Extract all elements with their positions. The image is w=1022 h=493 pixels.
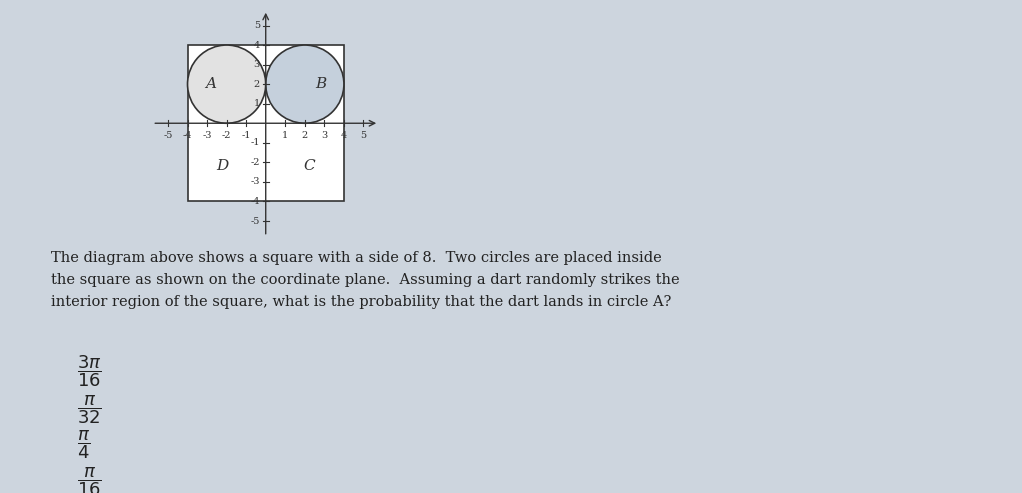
- Text: -5: -5: [164, 131, 173, 140]
- Text: 2: 2: [253, 80, 260, 89]
- Text: -4: -4: [183, 131, 192, 140]
- Text: $\dfrac{π}{16}$: $\dfrac{π}{16}$: [77, 465, 101, 493]
- Text: -3: -3: [202, 131, 212, 140]
- Text: -4: -4: [250, 197, 260, 206]
- Text: D: D: [217, 159, 229, 173]
- Text: B: B: [315, 77, 326, 91]
- Text: 3: 3: [321, 131, 327, 140]
- Text: $\dfrac{π}{32}$: $\dfrac{π}{32}$: [77, 394, 101, 426]
- Bar: [187, 45, 344, 202]
- Text: -2: -2: [222, 131, 231, 140]
- Text: -1: -1: [250, 139, 260, 147]
- Text: 1: 1: [282, 131, 288, 140]
- Text: -5: -5: [250, 216, 260, 225]
- Text: 3: 3: [253, 60, 260, 69]
- Circle shape: [187, 45, 266, 123]
- Text: -1: -1: [241, 131, 251, 140]
- Text: $\dfrac{π}{4}$: $\dfrac{π}{4}$: [77, 428, 90, 461]
- Text: $\dfrac{3π}{16}$: $\dfrac{3π}{16}$: [77, 353, 101, 389]
- Text: 1: 1: [253, 99, 260, 108]
- Text: 5: 5: [361, 131, 367, 140]
- Text: 4: 4: [253, 40, 260, 50]
- Text: A: A: [205, 77, 217, 91]
- Text: -2: -2: [250, 158, 260, 167]
- Circle shape: [266, 45, 344, 123]
- Text: 2: 2: [301, 131, 308, 140]
- Text: 4: 4: [340, 131, 347, 140]
- Text: 5: 5: [253, 21, 260, 30]
- Text: -3: -3: [250, 177, 260, 186]
- Text: The diagram above shows a square with a side of 8.  Two circles are placed insid: The diagram above shows a square with a …: [51, 251, 680, 309]
- Text: C: C: [303, 159, 315, 173]
